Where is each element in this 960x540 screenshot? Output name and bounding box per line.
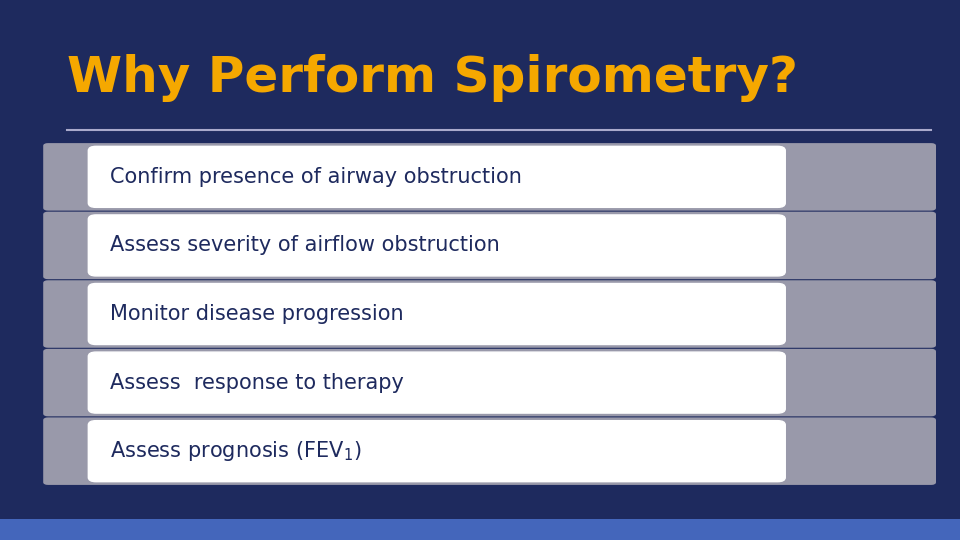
FancyBboxPatch shape [43, 280, 936, 348]
FancyBboxPatch shape [88, 352, 785, 413]
FancyBboxPatch shape [43, 417, 936, 485]
Text: Assess severity of airflow obstruction: Assess severity of airflow obstruction [110, 235, 500, 255]
Text: Monitor disease progression: Monitor disease progression [110, 304, 404, 324]
FancyBboxPatch shape [88, 146, 785, 207]
FancyBboxPatch shape [88, 215, 785, 276]
Text: Confirm presence of airway obstruction: Confirm presence of airway obstruction [110, 167, 522, 187]
FancyBboxPatch shape [43, 349, 936, 416]
Text: Assess  response to therapy: Assess response to therapy [110, 373, 404, 393]
FancyBboxPatch shape [88, 284, 785, 345]
FancyBboxPatch shape [43, 143, 936, 211]
FancyBboxPatch shape [0, 519, 960, 540]
FancyBboxPatch shape [43, 212, 936, 279]
Text: Why Perform Spirometry?: Why Perform Spirometry? [67, 54, 798, 102]
Text: Assess prognosis (FEV$_1$): Assess prognosis (FEV$_1$) [110, 439, 362, 463]
FancyBboxPatch shape [88, 421, 785, 482]
